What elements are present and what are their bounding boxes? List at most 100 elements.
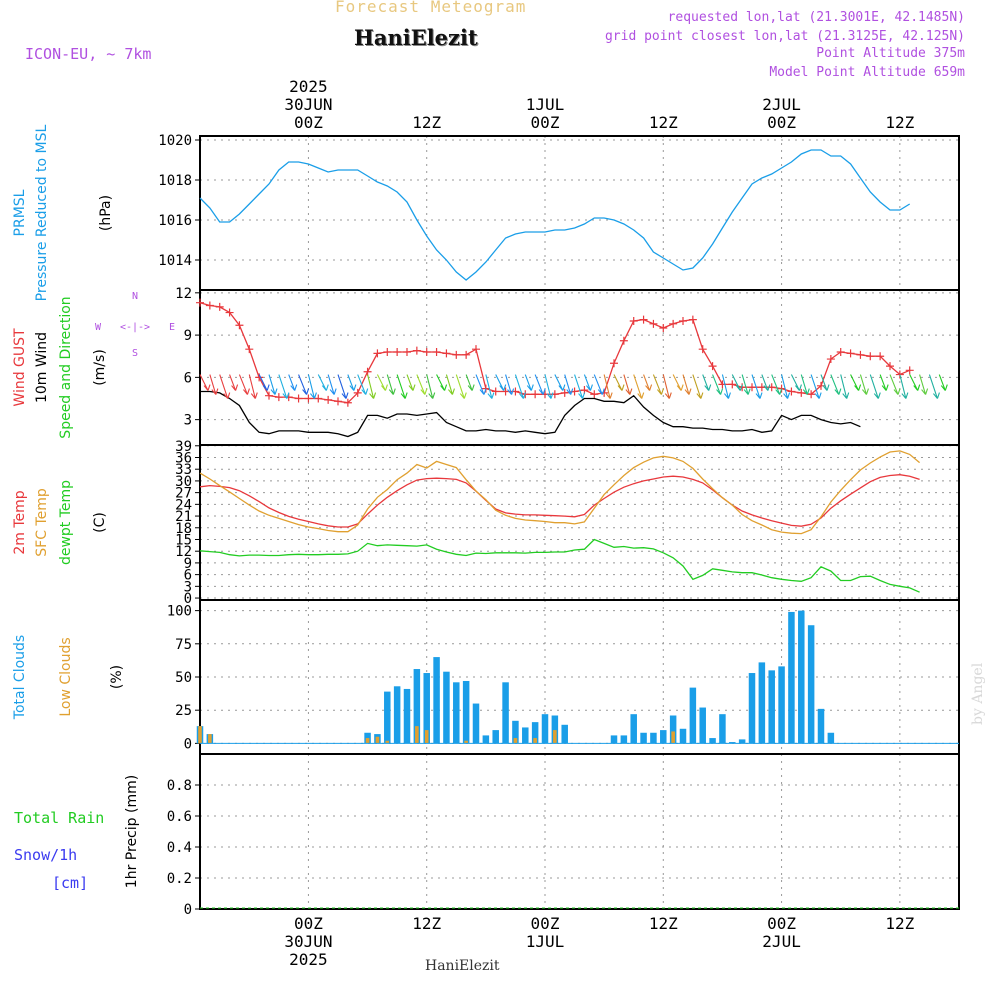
gust-marker — [353, 388, 362, 397]
cloud-bar — [817, 708, 825, 744]
cloud-bar — [719, 714, 726, 744]
cloud-bar — [513, 738, 518, 744]
cloud-bar — [553, 730, 557, 744]
cloud-bar — [198, 726, 202, 744]
wind-direction-arrow — [317, 374, 329, 391]
cloud-bar — [531, 722, 539, 744]
wind-direction-arrow — [426, 374, 436, 399]
gust-marker — [787, 387, 796, 396]
cloud-bar — [502, 682, 509, 744]
cloud-bar — [413, 669, 421, 744]
station-title: HaniElezit — [354, 25, 478, 50]
cloud-bar — [492, 730, 499, 744]
wind-direction-arrow — [347, 374, 357, 391]
panel-label: (%) — [109, 665, 125, 689]
gust-marker — [590, 390, 599, 399]
wind-direction-arrow — [603, 374, 613, 399]
wind-direction-arrow — [229, 374, 239, 391]
cloud-bar — [669, 715, 677, 744]
wind-direction-arrow — [652, 374, 664, 395]
cloud-bar — [729, 742, 736, 744]
wind-direction-arrow — [238, 374, 250, 395]
gust-marker — [343, 398, 352, 407]
top-time-label: 2JUL — [762, 95, 801, 114]
panel-frame — [199, 289, 960, 446]
y-tick-label: 6 — [184, 568, 192, 584]
bottom-time-label: 1JUL — [526, 932, 565, 951]
gust-marker — [797, 388, 806, 397]
wind-direction-arrow — [879, 374, 889, 391]
cloud-bar — [827, 732, 835, 744]
wind-direction-arrow — [436, 374, 448, 391]
wind-direction-arrow — [485, 374, 495, 399]
wind-direction-arrow — [781, 374, 791, 399]
bottom-time-label: 30JUN — [284, 932, 332, 951]
wind-direction-arrow — [682, 374, 692, 395]
panel-1: 3 6 9 12 Wind GUST 10m Wind Speed and Directio… — [12, 286, 960, 446]
wind-direction-arrow — [751, 374, 763, 399]
wind-direction-arrow — [505, 374, 515, 395]
cloud-bar — [462, 680, 470, 744]
y-tick-label: 30 — [175, 474, 192, 490]
y-tick-label: 1014 — [158, 253, 192, 269]
gust-marker — [452, 350, 461, 359]
cloud-bar — [208, 734, 212, 744]
wind-direction-arrow — [800, 374, 810, 395]
panel-label: 2m Temp — [12, 490, 28, 554]
precip-side-label: [cm] — [52, 874, 88, 892]
cloud-bar — [424, 730, 429, 744]
model-name: ICON-EU, ~ 7km — [25, 45, 152, 63]
wind-direction-arrow — [495, 374, 507, 391]
cloud-bar — [375, 736, 380, 744]
bottom-time-label: 00Z — [531, 914, 560, 933]
gust-marker — [619, 336, 628, 345]
wind-direction-arrow — [830, 374, 842, 395]
gust-marker — [314, 394, 323, 403]
gust-marker — [629, 317, 638, 325]
cloud-bar — [650, 732, 657, 744]
y-tick-label: 0.8 — [167, 778, 192, 794]
y-tick-label: 3 — [184, 413, 192, 429]
wind-direction-arrow — [416, 374, 428, 395]
top-time-label: 00Z — [531, 113, 560, 132]
gust-marker — [679, 317, 687, 325]
y-tick-label: 75 — [175, 637, 192, 653]
cloud-bar — [385, 740, 390, 744]
wind-direction-arrow — [574, 374, 586, 399]
top-time-label: 12Z — [885, 113, 914, 132]
compass-arrow: <-|-> — [120, 322, 150, 333]
gust-marker — [235, 321, 244, 330]
top-time-label: 2025 — [289, 77, 328, 96]
y-tick-label: 0 — [184, 591, 192, 607]
cloud-bar — [660, 730, 667, 744]
y-tick-label: 0 — [184, 736, 192, 752]
cloud-bar — [798, 610, 805, 744]
gust-marker — [393, 348, 402, 356]
gust-marker — [265, 391, 273, 400]
bottom-time-label: 00Z — [767, 914, 796, 933]
wind-direction-arrow — [692, 374, 704, 399]
cloud-bar — [472, 703, 480, 744]
wind-direction-arrow — [869, 374, 881, 399]
wind-direction-arrow — [859, 374, 869, 395]
gust-marker — [324, 395, 333, 404]
gust-marker — [245, 345, 254, 354]
cloud-bar — [768, 670, 775, 744]
gust-marker — [215, 302, 224, 311]
cloud-bar — [541, 714, 549, 744]
cloud-bar — [620, 735, 628, 744]
panel-label: SFC Temp — [34, 488, 50, 557]
top-time-label: 12Z — [412, 113, 441, 132]
y-tick-label: 12 — [175, 544, 192, 560]
panel-0: 1014 1016 1018 1020 PRMSL Pressure Reduced to… — [12, 124, 960, 301]
cloud-bar — [610, 735, 618, 744]
compass-n: N — [132, 291, 138, 302]
cloud-bar — [403, 688, 411, 744]
gust-marker — [531, 390, 540, 399]
gust-marker — [876, 352, 885, 361]
gust-marker — [846, 349, 855, 358]
wind-direction-arrow — [278, 374, 290, 399]
point-altitude: Point Altitude 375m — [816, 46, 965, 61]
wind-direction-arrow — [386, 374, 396, 395]
